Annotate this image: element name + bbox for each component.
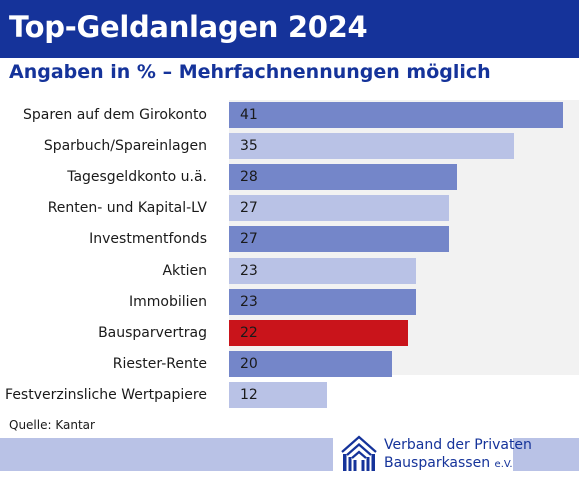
bar-value-label: 22 <box>240 325 258 341</box>
category-label: Sparen auf dem Girokonto <box>22 107 207 123</box>
category-label: Bausparvertrag <box>98 325 207 341</box>
bar <box>229 258 416 284</box>
bar-value-label: 41 <box>240 107 258 123</box>
bar <box>229 133 514 159</box>
org-name-suffix: e.V. <box>494 459 513 470</box>
bar-value-label: 28 <box>240 169 258 185</box>
chart-subtitle: Angaben in % – Mehrfachnennungen möglich <box>9 61 491 83</box>
bar-chart: Sparen auf dem Girokonto 41 Sparbuch/Spare… <box>0 100 579 408</box>
bar-value-label: 23 <box>240 263 258 279</box>
title-bar: Top-Geldanlagen 2024 <box>0 0 579 58</box>
bar-value-label: 27 <box>240 200 258 216</box>
houses-logo-icon <box>341 435 377 471</box>
bar <box>229 382 327 408</box>
bar-value-label: 23 <box>240 294 258 310</box>
org-name-line1: Verband der Privaten <box>384 437 532 453</box>
bar <box>229 289 416 315</box>
category-label: Renten- und Kapital-LV <box>47 200 207 216</box>
bar-value-label: 12 <box>240 387 258 403</box>
bar-value-label: 35 <box>240 138 258 154</box>
category-label: Sparbuch/Spareinlagen <box>43 138 207 154</box>
category-label: Tagesgeldkonto u.ä. <box>67 169 207 185</box>
bar <box>229 102 563 128</box>
category-label: Riester-Rente <box>112 356 207 372</box>
org-name-line2-main: Bausparkassen <box>384 455 491 471</box>
bar <box>229 320 408 346</box>
category-label: Aktien <box>162 263 207 279</box>
footer-band-right <box>513 438 579 471</box>
bar-value-label: 27 <box>240 231 258 247</box>
footer-band-left <box>0 438 333 471</box>
bar <box>229 164 457 190</box>
bar <box>229 195 449 221</box>
org-name-line2: Bausparkassen e.V. <box>384 455 513 471</box>
bar <box>229 226 449 252</box>
category-label: Immobilien <box>128 294 207 310</box>
bar-value-label: 20 <box>240 356 258 372</box>
category-label: Festverzinsliche Wertpapiere <box>5 387 207 403</box>
bar <box>229 351 392 377</box>
category-label: Investmentfonds <box>89 231 207 247</box>
source-note: Quelle: Kantar <box>9 418 95 432</box>
chart-title: Top-Geldanlagen 2024 <box>9 10 368 44</box>
